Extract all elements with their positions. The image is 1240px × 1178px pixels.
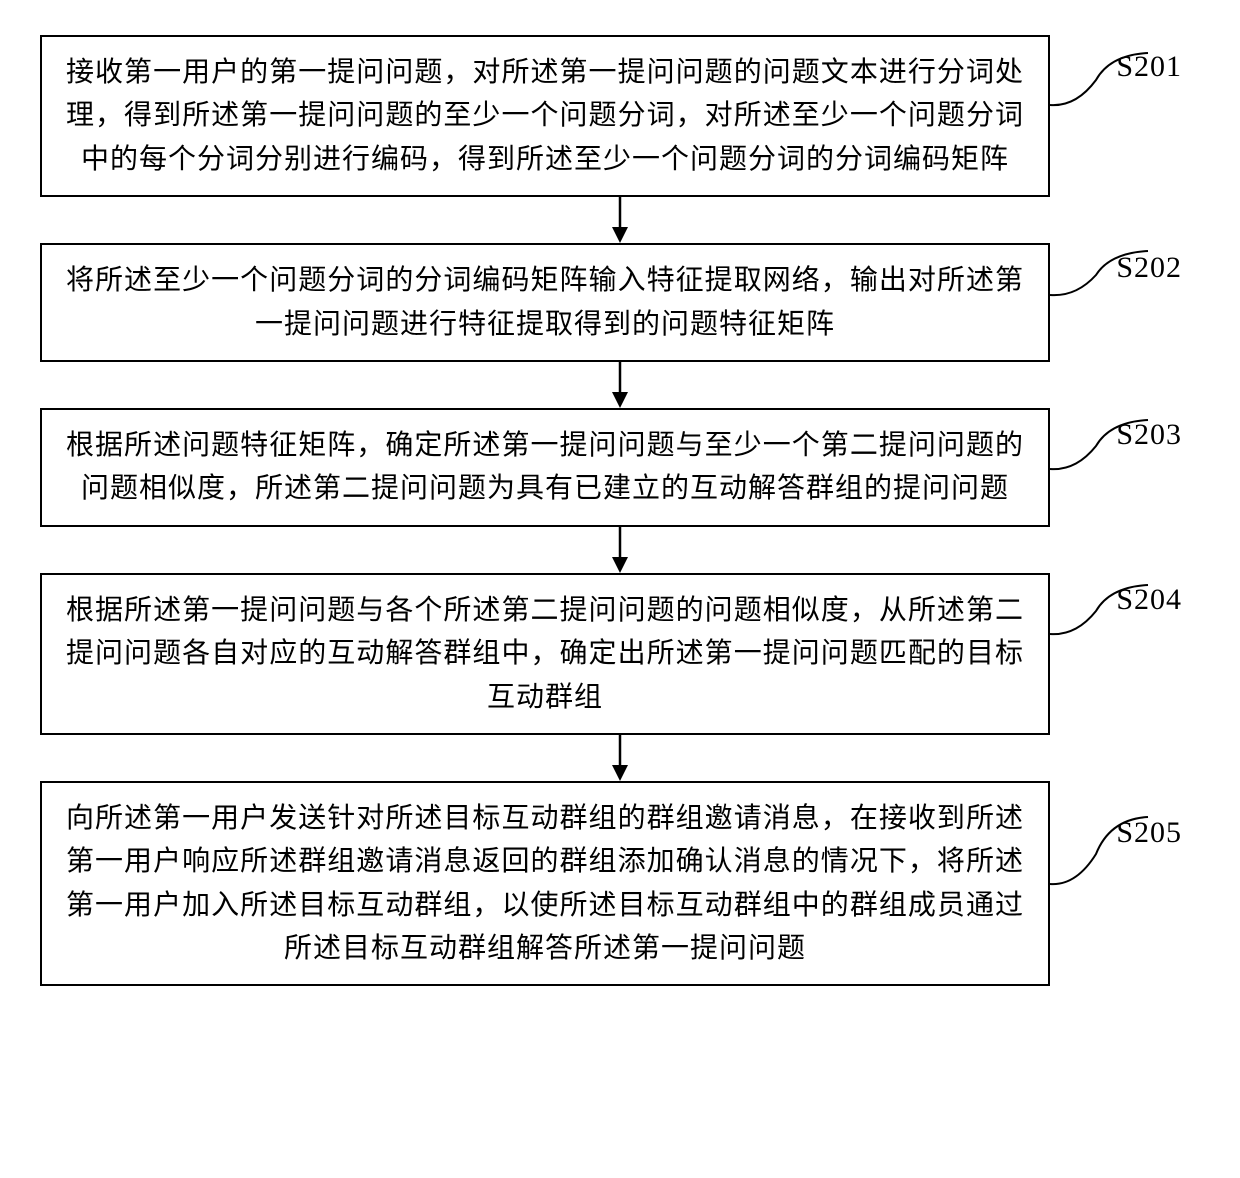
step-box-s202: 将所述至少一个问题分词的分词编码矩阵输入特征提取网络，输出对所述第一提问问题进行…	[40, 243, 1050, 362]
flowchart-step: 根据所述第一提问问题与各个所述第二提问问题的问题相似度，从所述第二提问问题各自对…	[40, 573, 1200, 735]
step-box-s205: 向所述第一用户发送针对所述目标互动群组的群组邀请消息，在接收到所述第一用户响应所…	[40, 781, 1050, 987]
flowchart-step: 将所述至少一个问题分词的分词编码矩阵输入特征提取网络，输出对所述第一提问问题进行…	[40, 243, 1200, 362]
flow-arrow	[115, 362, 1125, 408]
flow-arrow	[115, 735, 1125, 781]
step-text: 将所述至少一个问题分词的分词编码矩阵输入特征提取网络，输出对所述第一提问问题进行…	[66, 265, 1024, 339]
flowchart-container: 接收第一用户的第一提问问题，对所述第一提问问题的问题文本进行分词处理，得到所述第…	[0, 0, 1240, 1026]
step-label: S201	[1116, 50, 1182, 84]
step-box-s203: 根据所述问题特征矩阵，确定所述第一提问问题与至少一个第二提问问题的问题相似度，所…	[40, 408, 1050, 527]
step-label: S205	[1116, 816, 1182, 850]
flow-arrow	[115, 197, 1125, 243]
step-label: S203	[1116, 418, 1182, 452]
flow-arrow	[115, 527, 1125, 573]
step-box-s201: 接收第一用户的第一提问问题，对所述第一提问问题的问题文本进行分词处理，得到所述第…	[40, 35, 1050, 197]
step-text: 根据所述问题特征矩阵，确定所述第一提问问题与至少一个第二提问问题的问题相似度，所…	[66, 430, 1024, 504]
flowchart-step: 向所述第一用户发送针对所述目标互动群组的群组邀请消息，在接收到所述第一用户响应所…	[40, 781, 1200, 987]
step-text: 接收第一用户的第一提问问题，对所述第一提问问题的问题文本进行分词处理，得到所述第…	[66, 57, 1024, 175]
flowchart-step: 根据所述问题特征矩阵，确定所述第一提问问题与至少一个第二提问问题的问题相似度，所…	[40, 408, 1200, 527]
step-box-s204: 根据所述第一提问问题与各个所述第二提问问题的问题相似度，从所述第二提问问题各自对…	[40, 573, 1050, 735]
flowchart-step: 接收第一用户的第一提问问题，对所述第一提问问题的问题文本进行分词处理，得到所述第…	[40, 35, 1200, 197]
step-text: 向所述第一用户发送针对所述目标互动群组的群组邀请消息，在接收到所述第一用户响应所…	[66, 803, 1024, 964]
step-text: 根据所述第一提问问题与各个所述第二提问问题的问题相似度，从所述第二提问问题各自对…	[66, 595, 1024, 713]
step-label: S204	[1116, 583, 1182, 617]
step-label: S202	[1116, 251, 1182, 285]
